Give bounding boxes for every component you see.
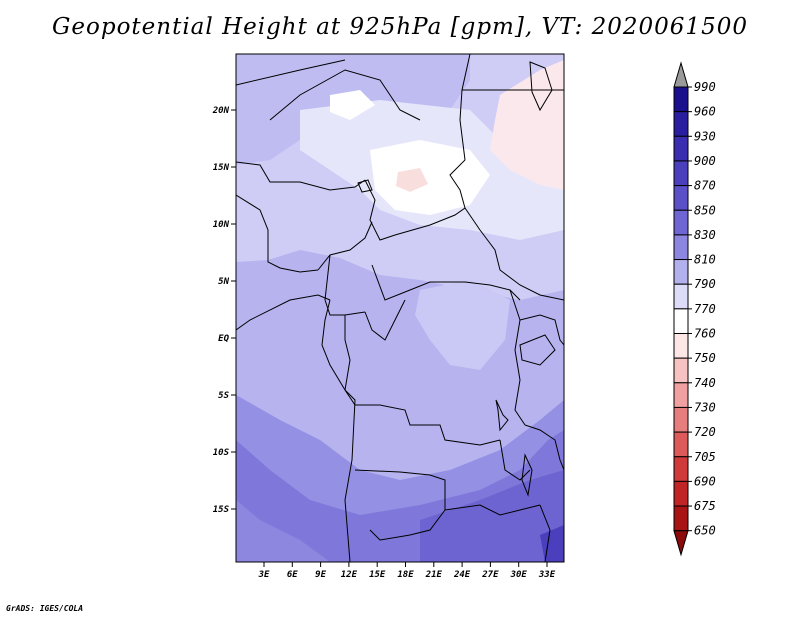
colorbar-bottom-arrow — [673, 530, 689, 557]
lat-tick-label: 10N — [213, 220, 230, 230]
colorbar-segment — [673, 505, 689, 532]
border-algeria-niger — [236, 59, 346, 86]
colorbar-label: 750 — [694, 351, 716, 365]
coastline-gulf — [236, 294, 331, 331]
lat-tick-label: 20N — [212, 106, 230, 116]
lat-tick-label: 5S — [218, 391, 229, 401]
field-white — [370, 140, 490, 215]
border-zambia-zimbabwe — [444, 504, 541, 516]
colorbar-segment — [673, 259, 689, 285]
colorbar-segment — [673, 333, 689, 359]
colorbar-segment — [673, 406, 689, 433]
lake-chad — [357, 179, 373, 193]
border-benin-nigeria — [236, 194, 319, 273]
credit-text: GrADS: IGES/COLA — [6, 604, 84, 613]
border-sudan-ssudan — [464, 207, 564, 301]
lon-tick-label: 9E — [315, 570, 326, 580]
lake-tanganyika — [495, 399, 509, 432]
colorbar-label: 720 — [694, 425, 716, 439]
longitude-axis: 3E 6E 9E 12E 15E 18E 21E 24E 27E 30E 33E — [258, 562, 556, 580]
lake-malawi — [521, 453, 533, 497]
colorbar-segment — [673, 111, 689, 137]
lon-tick-label: 27E — [481, 570, 499, 580]
chart-title: Geopotential Height at 925hPa [gpm], VT:… — [52, 14, 748, 40]
colorbar-label: 810 — [694, 253, 716, 267]
field-congo-light — [415, 280, 510, 370]
colorbar-label: 850 — [694, 203, 716, 217]
border-car-south — [371, 264, 521, 301]
border-malawi — [499, 439, 531, 481]
colorbar-segment — [673, 185, 689, 211]
border-uganda-kenya — [519, 314, 564, 346]
colorbar-segment — [673, 135, 689, 162]
field-pink-ne — [490, 60, 564, 190]
lon-tick-label: 33E — [538, 570, 556, 580]
border-tanzania-south — [524, 424, 564, 471]
colorbar-label: 740 — [694, 376, 716, 390]
map-area — [236, 54, 564, 562]
lat-tick-label: 10S — [213, 448, 230, 458]
border-angola-west — [344, 389, 356, 562]
colorbar-label: 705 — [694, 450, 716, 464]
lon-tick-label: 3E — [258, 570, 270, 580]
colorbar-label: 870 — [694, 179, 716, 193]
lon-tick-label: 21E — [425, 570, 443, 580]
border-drc-east — [509, 289, 526, 426]
colorbar-segment — [673, 86, 689, 113]
colorbar-segment — [673, 431, 689, 458]
colorbar-segment — [673, 480, 689, 507]
colorbar-label: 770 — [694, 302, 716, 316]
colorbar-segment — [673, 382, 689, 408]
colorbar-label: 760 — [694, 327, 716, 341]
border-congo-drc — [364, 299, 406, 341]
lake-victoria — [519, 334, 556, 366]
coastline-west — [321, 299, 346, 391]
lat-tick-label: 15S — [213, 505, 230, 515]
lon-tick-label: 24E — [453, 570, 471, 580]
colorbar-segment — [673, 283, 689, 310]
colorbar-label: 650 — [694, 524, 716, 538]
colorbar-segment — [673, 308, 689, 335]
field-pink-sahel — [396, 168, 428, 192]
colorbar-label: 730 — [694, 400, 716, 414]
colorbar-label: 990 — [694, 80, 716, 94]
colorbar-top-arrow — [673, 61, 689, 88]
field-southwest — [236, 500, 330, 562]
latitude-axis: 20N 15N 10N 5N EQ 5S 10S 15S — [212, 106, 236, 515]
border-mozambique — [539, 504, 551, 562]
colorbar-label: 900 — [694, 154, 716, 168]
border-niger-nigeria — [236, 161, 366, 191]
colorbar-label: 960 — [694, 105, 716, 119]
colorbar-label: 790 — [694, 277, 716, 291]
colorbar-segment — [673, 357, 689, 384]
border-niger-north — [269, 69, 421, 121]
colorbar-segment — [673, 209, 689, 236]
colorbar-label: 830 — [694, 228, 716, 242]
lat-tick-label: 15N — [213, 163, 230, 173]
colorbar-label: 930 — [694, 129, 716, 143]
lon-tick-label: 12E — [341, 570, 358, 580]
lon-tick-label: 30E — [510, 570, 528, 580]
lat-tick-label: EQ — [218, 334, 229, 344]
lon-tick-label: 6E — [287, 570, 298, 580]
lon-tick-label: 15E — [369, 570, 386, 580]
border-congo-angola — [344, 315, 501, 446]
colorbar-segment — [673, 234, 689, 261]
map-frame — [235, 53, 565, 563]
lat-tick-label: 5N — [218, 277, 229, 287]
country-borders — [236, 54, 564, 562]
colorbar-label: 690 — [694, 474, 716, 488]
colorbar-segment — [673, 160, 689, 187]
lon-tick-label: 18E — [397, 570, 414, 580]
colorbar-label: 675 — [694, 499, 716, 513]
nile-delta — [529, 61, 553, 112]
border-cameroon-west — [324, 254, 366, 316]
colorbar: 990 960 930 900 870 850 830 810 790 770 760 750 740 7… — [673, 61, 716, 557]
field-white-small — [330, 90, 375, 120]
border-nigeria-cameroon — [317, 221, 373, 271]
colorbar-segment — [673, 456, 689, 482]
